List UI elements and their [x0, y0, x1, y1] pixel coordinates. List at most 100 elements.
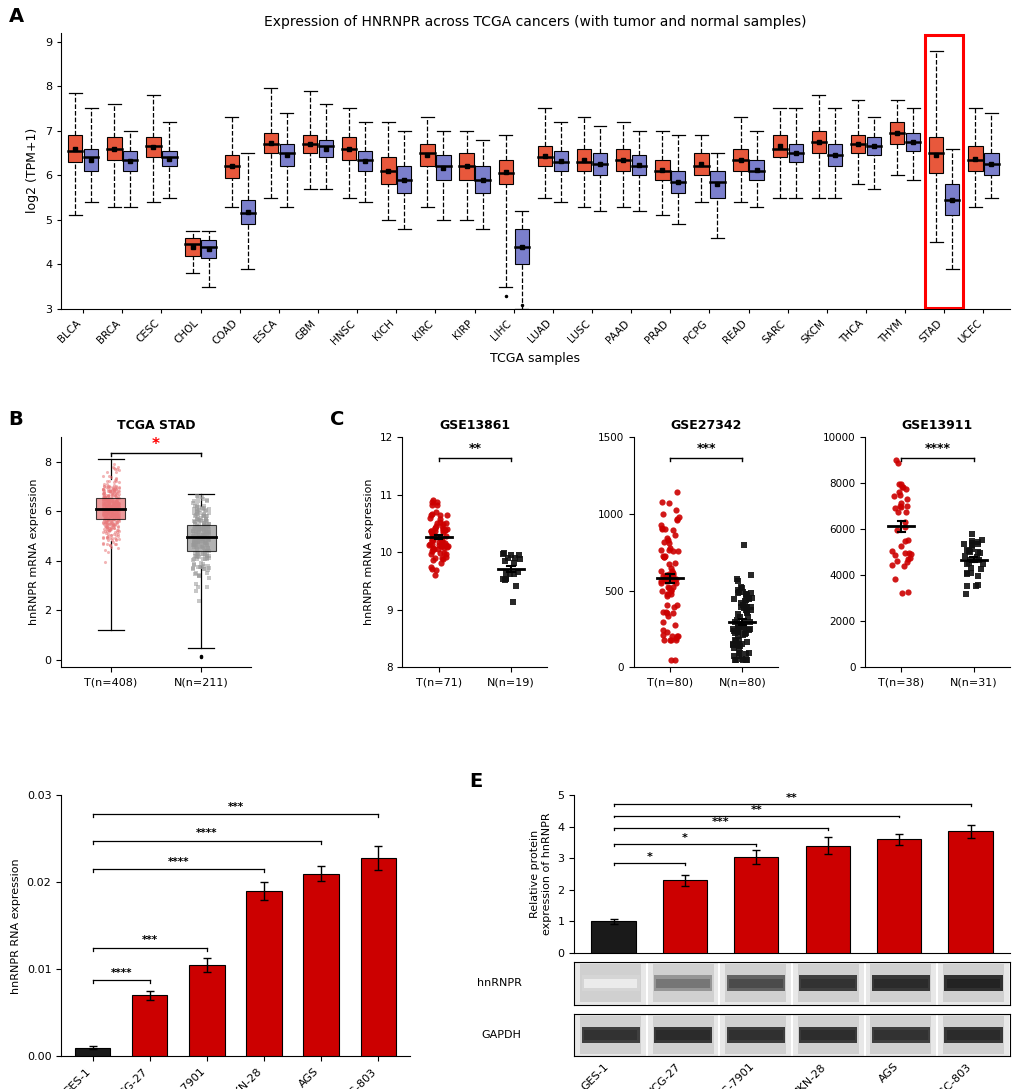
Bar [924, 35, 963, 308]
Bar [725, 965, 786, 1002]
Point [729, 571, 745, 588]
Y-axis label: hnRNPR mRNA expression: hnRNPR mRNA expression [364, 479, 374, 625]
Point [105, 501, 121, 518]
Point [737, 651, 753, 669]
Point [186, 519, 203, 537]
Point [424, 551, 440, 568]
Point [108, 497, 124, 514]
Point [103, 526, 119, 543]
Bar [733, 148, 747, 171]
Point [98, 489, 114, 506]
Point [198, 530, 214, 548]
Point [738, 624, 754, 641]
Point [109, 502, 125, 519]
Point [656, 573, 673, 590]
Point [110, 499, 126, 516]
Bar [224, 156, 238, 178]
Point [438, 548, 454, 565]
Point [191, 567, 207, 585]
Point [101, 467, 117, 485]
Point [100, 486, 116, 503]
Point [963, 534, 979, 551]
Point [665, 616, 682, 634]
Point [96, 503, 112, 521]
Bar [749, 160, 763, 180]
Text: E: E [470, 772, 483, 792]
Point [191, 567, 207, 585]
Point [654, 603, 671, 621]
Point [191, 566, 207, 584]
Point [196, 561, 212, 578]
Point [96, 494, 112, 512]
Point [735, 619, 751, 636]
Bar [871, 976, 929, 991]
Point [104, 514, 120, 531]
Point [96, 477, 112, 494]
Point [665, 572, 682, 589]
Point [888, 552, 904, 570]
Point [106, 474, 122, 491]
Point [98, 507, 114, 525]
Point [100, 491, 116, 509]
Point [504, 594, 521, 611]
Bar [797, 965, 858, 1002]
Point [98, 524, 114, 541]
Point [666, 651, 683, 669]
Point [102, 514, 118, 531]
Point [108, 499, 124, 516]
Point [105, 495, 121, 513]
Bar [826, 144, 842, 167]
Bar [801, 979, 854, 988]
Point [654, 621, 671, 638]
Point [738, 586, 754, 603]
Point [101, 502, 117, 519]
Point [428, 514, 444, 531]
Point [99, 473, 115, 490]
Bar [131, 995, 167, 1056]
Point [101, 473, 117, 490]
Point [100, 511, 116, 528]
Point [199, 516, 215, 534]
Point [892, 537, 908, 554]
Point [95, 488, 111, 505]
Point [100, 504, 116, 522]
Point [106, 472, 122, 489]
Point [104, 492, 120, 510]
Point [899, 531, 915, 549]
Point [731, 615, 747, 633]
Point [195, 539, 211, 556]
Point [98, 503, 114, 521]
Point [198, 535, 214, 552]
Point [426, 540, 442, 558]
Point [106, 498, 122, 515]
Point [666, 526, 683, 543]
Text: ***: *** [696, 442, 715, 455]
Bar [945, 184, 959, 216]
Point [106, 510, 122, 527]
Point [109, 490, 125, 507]
Point [883, 556, 900, 574]
Point [104, 495, 120, 513]
Point [104, 504, 120, 522]
Point [190, 546, 206, 563]
Point [652, 516, 668, 534]
Point [958, 541, 974, 559]
Point [185, 560, 202, 577]
Point [968, 549, 984, 566]
Point [198, 535, 214, 552]
Point [102, 537, 118, 554]
Point [886, 571, 902, 588]
Point [198, 522, 214, 539]
Point [101, 494, 117, 512]
Point [110, 479, 126, 497]
Point [102, 510, 118, 527]
Bar [420, 144, 434, 167]
Point [110, 478, 126, 495]
Point [436, 522, 452, 539]
Point [956, 547, 972, 564]
Point [189, 549, 205, 566]
Point [185, 556, 202, 574]
Text: **: ** [468, 442, 481, 455]
Point [111, 493, 127, 511]
Point [957, 585, 973, 602]
